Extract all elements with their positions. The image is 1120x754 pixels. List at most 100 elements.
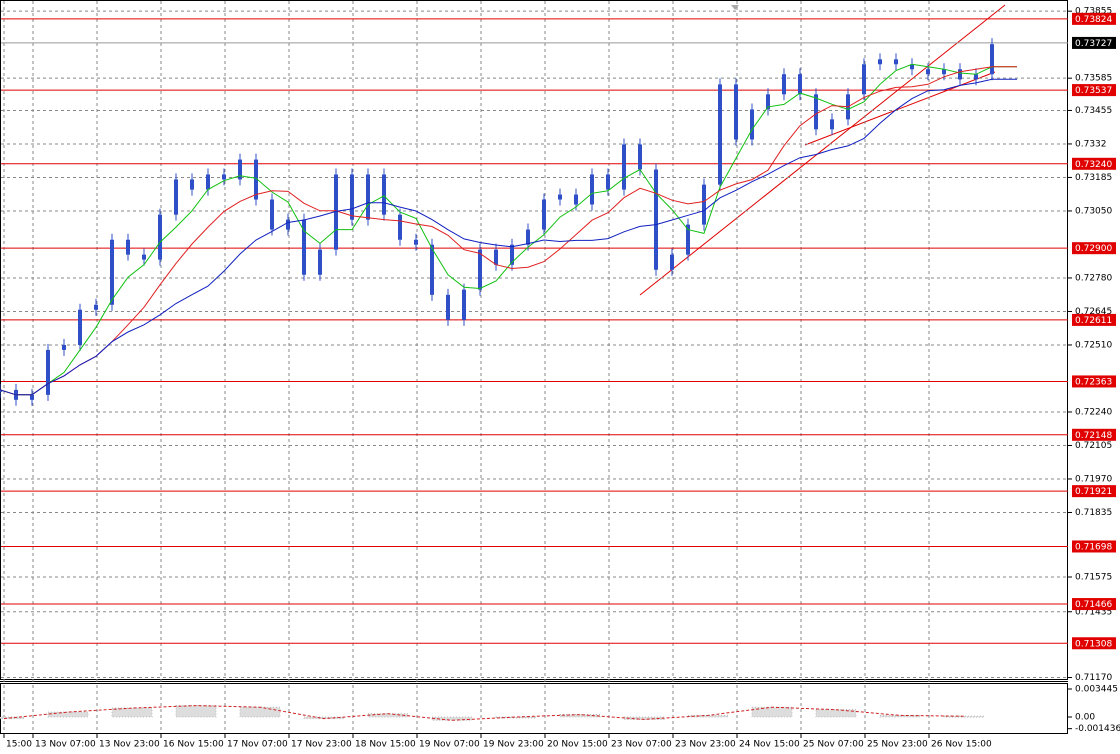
level-label-box [1072, 375, 1116, 388]
level-label: 0.73240 [1075, 160, 1112, 170]
x-tick-label: 23 Nov 23:00 [675, 740, 736, 750]
level-label: 0.73824 [1075, 15, 1112, 25]
candle [46, 349, 50, 395]
y-tick-label: 0.72645 [1075, 307, 1112, 317]
candle [286, 219, 290, 230]
candle [430, 244, 434, 295]
osc-bar [0, 716, 25, 720]
moving-average [0, 78, 1017, 396]
level-label-box [1072, 485, 1116, 498]
candle [542, 199, 546, 230]
moving-average [0, 63, 1017, 396]
y-tick-label: 0.73455 [1075, 106, 1112, 116]
level-label-box [1072, 428, 1116, 441]
candle [158, 214, 162, 260]
level-label-box [1072, 598, 1116, 611]
y-tick-label: 0.71435 [1075, 607, 1112, 617]
candle [174, 179, 178, 215]
candle [862, 64, 866, 95]
x-tick-label: 17 Nov 07:00 [227, 740, 288, 750]
osc-bar [623, 716, 665, 720]
candle [750, 109, 754, 140]
level-label: 0.72900 [1075, 244, 1112, 254]
y-tick-label: 0.71970 [1075, 474, 1112, 484]
x-tick-label: 13 Nov 23:00 [99, 740, 160, 750]
y-tick-label: 0.71575 [1075, 573, 1112, 583]
x-tick-label: 25 Nov 07:00 [803, 740, 864, 750]
x-tick-label: 20 Nov 15:00 [547, 740, 608, 750]
candle [110, 239, 114, 305]
candle [222, 174, 226, 180]
candle [478, 249, 482, 290]
osc-line [3, 705, 965, 721]
candle [910, 64, 914, 70]
oscillator-pane [0, 683, 1068, 734]
x-tick-label: 24 Nov 15:00 [739, 740, 800, 750]
level-label-box [1072, 313, 1116, 326]
osc-bar [751, 706, 793, 718]
main-pane [0, 0, 1068, 680]
candle [446, 294, 450, 320]
moving-average [0, 66, 1017, 396]
candle [238, 159, 242, 180]
y-tick-label: 0.7332 [1075, 139, 1107, 149]
candle [718, 84, 722, 185]
candle [350, 174, 354, 220]
candle [366, 174, 370, 220]
level-label-box [1072, 540, 1116, 553]
candle [894, 59, 898, 65]
candle [302, 219, 306, 275]
candle [510, 244, 514, 265]
x-tick-label: 25 Nov 23:00 [867, 740, 928, 750]
osc-bar [687, 714, 729, 718]
candle [558, 194, 562, 200]
osc-bar [367, 713, 409, 718]
candle [654, 169, 658, 270]
x-tick-label: 19 Nov 07:00 [419, 740, 480, 750]
level-label: 0.72611 [1075, 316, 1112, 326]
candle [334, 174, 338, 250]
osc-bar [879, 714, 921, 718]
candle [670, 254, 674, 270]
osc-tick-label: 0.00 [1075, 713, 1095, 723]
candle [766, 94, 770, 110]
candle [30, 394, 34, 400]
y-tick-label: 0.72510 [1075, 340, 1112, 350]
shift-marker [731, 5, 739, 10]
candle [254, 159, 258, 200]
candle [62, 344, 66, 350]
candle [190, 179, 194, 190]
candle [462, 289, 466, 320]
candle [798, 74, 802, 95]
candle [142, 254, 146, 260]
y-tick-label: 0.73585 [1075, 74, 1112, 84]
osc-bar [175, 705, 217, 718]
x-tick-label: 19 Nov 23:00 [483, 740, 544, 750]
current-price-box [1072, 36, 1116, 49]
level-label: 0.72148 [1075, 431, 1112, 441]
current-price-label: 0.73727 [1075, 39, 1112, 49]
osc-bar [111, 707, 153, 718]
level-label-box [1072, 84, 1116, 97]
candle [398, 214, 402, 240]
candle [382, 174, 386, 215]
candle [734, 84, 738, 140]
candle [814, 94, 818, 130]
level-label: 0.72363 [1075, 377, 1112, 387]
y-tick-label: 0.72240 [1075, 407, 1112, 417]
x-tick-label: 26 Nov 15:00 [931, 740, 992, 750]
level-label-box [1072, 242, 1116, 255]
candle [126, 239, 130, 255]
osc-bar [303, 716, 345, 720]
y-tick-label: 0.72105 [1075, 441, 1112, 451]
level-label: 0.71308 [1075, 639, 1112, 649]
trend-line [804, 71, 996, 146]
level-label: 0.71466 [1075, 600, 1112, 610]
candle [494, 249, 498, 265]
y-tick-label: 0.73185 [1075, 173, 1112, 183]
candle [990, 44, 994, 75]
osc-tick-label: 0.003445 [1075, 685, 1118, 695]
x-tick-label: 16 Nov 15:00 [163, 740, 224, 750]
osc-bar [559, 714, 601, 718]
